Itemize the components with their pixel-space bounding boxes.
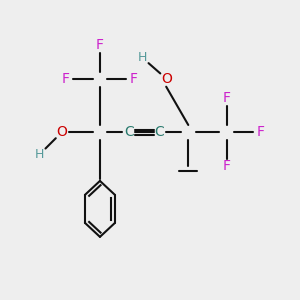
Text: C: C [124,125,134,139]
Text: F: F [96,38,104,52]
Text: F: F [62,72,70,86]
Text: F: F [130,72,138,86]
Text: F: F [223,159,231,173]
Text: O: O [56,125,67,139]
Text: O: O [161,72,172,86]
Text: H: H [138,51,147,64]
Text: C: C [154,125,164,139]
Text: F: F [256,125,264,139]
Text: F: F [223,92,231,106]
Text: H: H [35,148,44,161]
